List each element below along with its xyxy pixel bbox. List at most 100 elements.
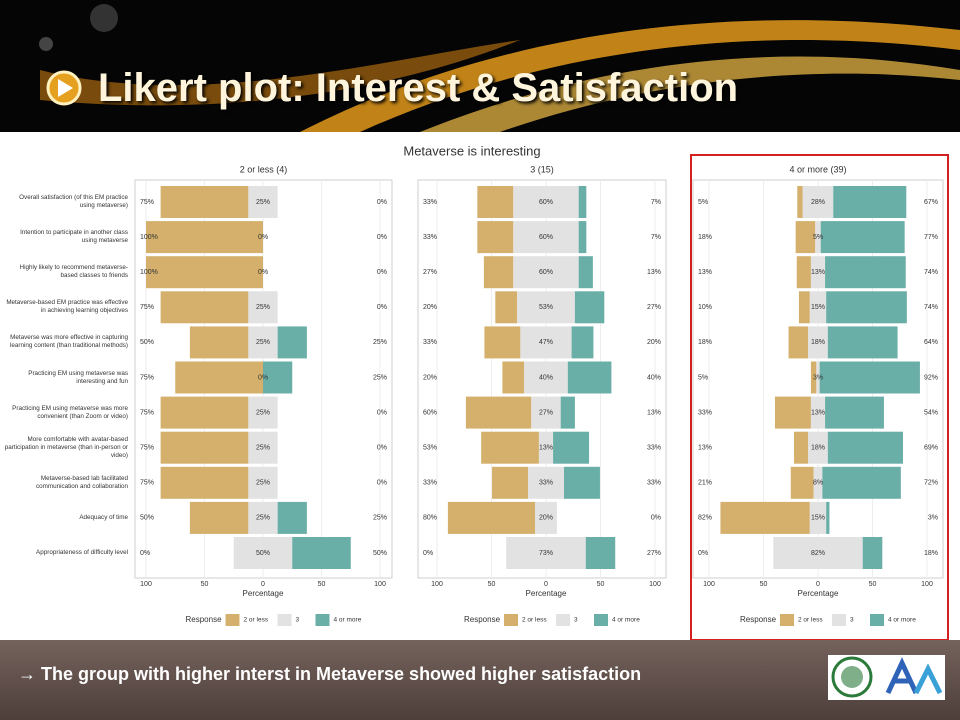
bar-low [797, 186, 803, 218]
bar-low [795, 221, 816, 254]
value-label: 60% [423, 409, 437, 416]
bar-neutral [248, 291, 278, 324]
value-label: 25% [256, 480, 270, 487]
footer: → The group with higher interst in Metav… [0, 640, 960, 720]
value-label: 0% [377, 480, 387, 487]
value-label: 25% [256, 339, 270, 346]
logo [913, 663, 943, 695]
value-label: 25% [373, 374, 387, 381]
x-tick-label: 50 [869, 581, 877, 588]
value-label: 50% [373, 550, 387, 557]
value-label: 10% [698, 304, 712, 311]
value-label: 7% [651, 199, 661, 206]
value-label: 69% [924, 445, 938, 452]
value-label: 0% [377, 304, 387, 311]
value-label: 33% [698, 409, 712, 416]
legend-label: 3 [850, 617, 854, 624]
category-label: Practicing EM using metaverse was more c… [12, 404, 128, 420]
bar-neutral [248, 501, 278, 534]
bar-high [585, 537, 616, 569]
bar-neutral [809, 291, 827, 324]
value-label: 100% [140, 269, 158, 276]
bubble [90, 4, 118, 32]
value-label: 82% [698, 515, 712, 522]
value-label: 13% [698, 269, 712, 276]
swirl [420, 56, 960, 132]
value-label: 72% [924, 480, 938, 487]
bar-high [825, 396, 884, 429]
bar-low [798, 291, 810, 324]
value-label: 82% [811, 550, 825, 557]
legend-label: 3 [574, 617, 578, 624]
value-label: 27% [539, 409, 553, 416]
value-label: 80% [423, 515, 437, 522]
value-label: 20% [539, 515, 553, 522]
bar-neutral [810, 256, 826, 289]
x-tick-label: 100 [921, 581, 933, 588]
bar-neutral [808, 326, 828, 359]
x-tick-label: 0 [261, 581, 265, 588]
banner-art [39, 4, 960, 132]
category-label: Highly likely to recommend metaverse-bas… [19, 264, 128, 280]
bar-high [819, 361, 920, 394]
bar-low [160, 466, 249, 499]
legend-label: 4 or more [888, 617, 916, 624]
bar-low [495, 291, 518, 324]
bar-neutral [248, 431, 278, 464]
bar-low [481, 431, 539, 464]
bar-neutral [248, 466, 278, 499]
category-label: More comfortable with avatar-based parti… [4, 435, 128, 459]
value-label: 75% [140, 409, 154, 416]
bar-high [825, 256, 906, 289]
bar-low [465, 396, 532, 429]
bar-neutral [528, 466, 564, 499]
value-label: 0% [651, 515, 661, 522]
value-label: 73% [539, 550, 553, 557]
x-axis-label: Percentage [526, 589, 567, 598]
value-label: 33% [647, 445, 661, 452]
value-label: 0% [258, 234, 268, 241]
bar-neutral [531, 396, 561, 429]
bar-neutral [809, 501, 827, 534]
bar-neutral [524, 361, 568, 394]
category-label: Overall satisfaction (of this EM practic… [19, 194, 128, 209]
slide-title: Likert plot: Interest & Satisfaction [98, 66, 739, 110]
value-label: 13% [647, 409, 661, 416]
x-tick-label: 50 [201, 581, 209, 588]
legend-swatch [594, 614, 608, 626]
legend-swatch [315, 614, 330, 626]
legend-swatch [556, 614, 570, 626]
bar-neutral [815, 221, 821, 254]
value-label: 5% [698, 374, 708, 381]
panel-title: 3 (15) [530, 164, 554, 174]
x-tick-label: 0 [816, 581, 820, 588]
legend-label: 2 or less [798, 617, 823, 624]
value-label: 25% [256, 409, 270, 416]
footer-text: → The group with higher interst in Metav… [18, 664, 642, 684]
bar-low [720, 501, 810, 534]
bar-neutral [773, 537, 863, 569]
value-label: 8% [813, 480, 823, 487]
bar-high [574, 291, 605, 324]
value-label: 18% [698, 234, 712, 241]
bar-neutral [802, 186, 834, 218]
x-tick-label: 50 [760, 581, 768, 588]
value-label: 33% [423, 339, 437, 346]
bar-high [578, 221, 587, 254]
legend-title: Response [740, 615, 777, 624]
x-tick-label: 50 [488, 581, 496, 588]
value-label: 50% [140, 515, 154, 522]
value-label: 75% [140, 480, 154, 487]
bar-high [277, 501, 307, 534]
legend-label: 2 or less [244, 617, 269, 624]
bar-low [160, 186, 249, 218]
bar-low [160, 396, 249, 429]
value-label: 60% [539, 269, 553, 276]
value-label: 53% [423, 445, 437, 452]
value-label: 0% [377, 409, 387, 416]
value-label: 13% [698, 445, 712, 452]
bar-low [796, 256, 811, 289]
value-label: 5% [813, 234, 823, 241]
value-label: 25% [256, 445, 270, 452]
bar-high [862, 537, 883, 569]
